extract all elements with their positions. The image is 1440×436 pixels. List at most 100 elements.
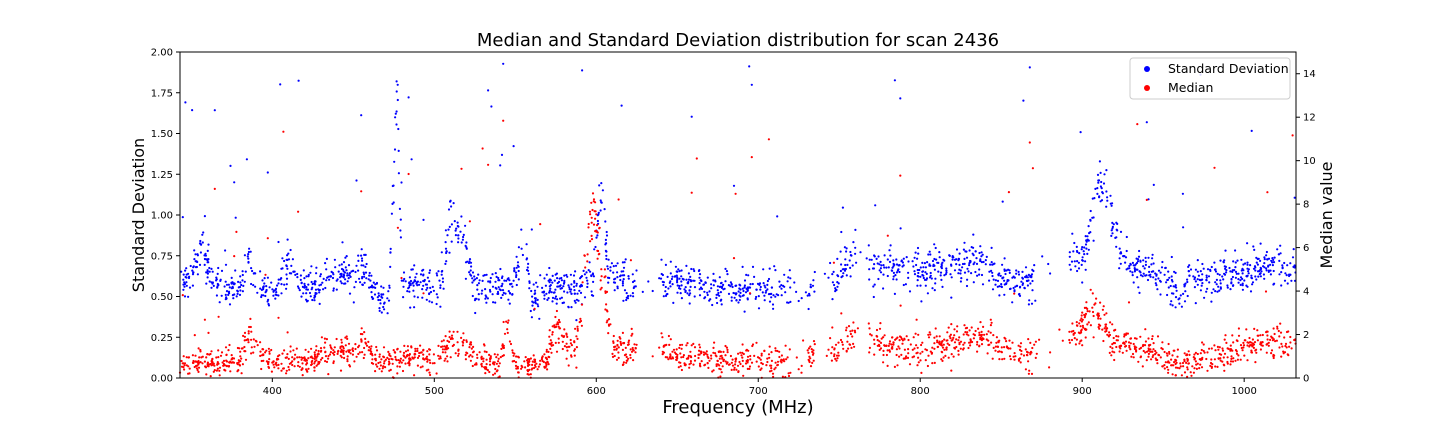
- median-point: [586, 253, 589, 256]
- median-point: [1161, 365, 1164, 368]
- std-point: [742, 294, 745, 297]
- std-point: [353, 286, 356, 289]
- median-point: [1005, 340, 1008, 343]
- median-point: [1115, 339, 1118, 342]
- median-point: [996, 345, 1000, 348]
- median-point: [689, 360, 693, 363]
- std-point: [378, 307, 381, 310]
- std-point: [716, 289, 719, 292]
- std-point: [1292, 248, 1295, 251]
- median-point: [718, 350, 721, 353]
- std-point: [364, 265, 367, 268]
- std-point: [1132, 281, 1135, 284]
- median-point: [849, 332, 853, 336]
- std-point: [283, 259, 286, 263]
- std-point: [1259, 259, 1262, 262]
- median-point: [1102, 305, 1105, 308]
- median-point: [471, 364, 474, 368]
- std-point: [592, 280, 595, 283]
- std-point: [280, 292, 283, 295]
- median-point: [1171, 354, 1174, 357]
- std-point: [414, 276, 417, 279]
- std-point: [464, 224, 467, 227]
- median-point: [933, 347, 936, 350]
- median-point: [265, 349, 268, 352]
- median-point: [1193, 357, 1197, 360]
- median-point: [629, 356, 632, 359]
- std-point: [340, 272, 343, 275]
- median-point: [600, 268, 603, 271]
- median-point: [199, 361, 202, 364]
- median-point: [664, 344, 667, 347]
- std-point: [307, 283, 310, 286]
- median-point: [1251, 345, 1254, 348]
- std-point: [280, 283, 283, 286]
- median-point: [898, 335, 902, 338]
- median-point: [727, 363, 731, 366]
- median-point: [328, 353, 332, 356]
- std-point: [402, 296, 405, 299]
- std-point: [916, 274, 919, 278]
- median-point: [917, 361, 920, 364]
- median-point: [576, 337, 579, 340]
- median-point: [1278, 335, 1281, 338]
- median-point: [531, 363, 534, 366]
- median-point: [1290, 347, 1293, 350]
- std-point: [400, 181, 403, 184]
- median-point: [634, 351, 637, 354]
- std-point: [604, 220, 607, 223]
- std-point: [296, 285, 300, 288]
- median-point: [853, 345, 856, 348]
- median-point: [883, 344, 886, 347]
- std-point: [913, 270, 916, 273]
- std-point: [495, 275, 498, 278]
- std-point: [831, 273, 834, 276]
- median-point: [1022, 354, 1026, 357]
- median-point: [1221, 347, 1224, 350]
- std-point: [513, 270, 516, 273]
- median-point: [590, 234, 593, 237]
- std-point: [1241, 277, 1244, 280]
- median-point: [896, 364, 899, 367]
- median-point: [968, 341, 971, 344]
- median-point: [333, 350, 336, 354]
- std-point: [600, 182, 603, 185]
- std-point: [963, 257, 966, 260]
- std-point: [232, 283, 236, 286]
- std-point: [1102, 182, 1106, 185]
- std-point: [678, 284, 681, 288]
- std-point: [766, 288, 769, 291]
- median-point: [489, 357, 492, 360]
- std-point: [1106, 196, 1109, 199]
- median-point: [313, 366, 316, 369]
- std-point: [605, 254, 608, 257]
- median-point: [324, 341, 327, 344]
- median-point: [603, 268, 607, 271]
- std-point: [1254, 275, 1257, 278]
- median-point: [268, 358, 271, 361]
- std-point: [660, 272, 663, 276]
- std-point: [1214, 290, 1217, 293]
- median-point: [725, 362, 728, 365]
- median-point: [952, 336, 955, 339]
- std-point: [201, 233, 204, 236]
- std-point: [303, 277, 306, 280]
- median-point: [1068, 341, 1071, 344]
- std-point: [1196, 283, 1199, 286]
- std-point: [1087, 225, 1090, 228]
- std-point: [1124, 261, 1127, 264]
- std-point: [621, 284, 625, 287]
- median-point: [562, 335, 565, 338]
- std-point: [1241, 284, 1244, 287]
- median-point: [1132, 356, 1135, 359]
- std-point: [348, 272, 351, 275]
- std-point: [306, 299, 309, 302]
- std-point: [1026, 284, 1029, 287]
- std-point: [182, 278, 185, 281]
- std-point: [962, 248, 966, 251]
- median-point: [209, 375, 212, 378]
- median-point: [1209, 364, 1212, 367]
- std-point: [923, 262, 927, 265]
- std-point: [435, 272, 438, 275]
- std-point: [1246, 261, 1249, 264]
